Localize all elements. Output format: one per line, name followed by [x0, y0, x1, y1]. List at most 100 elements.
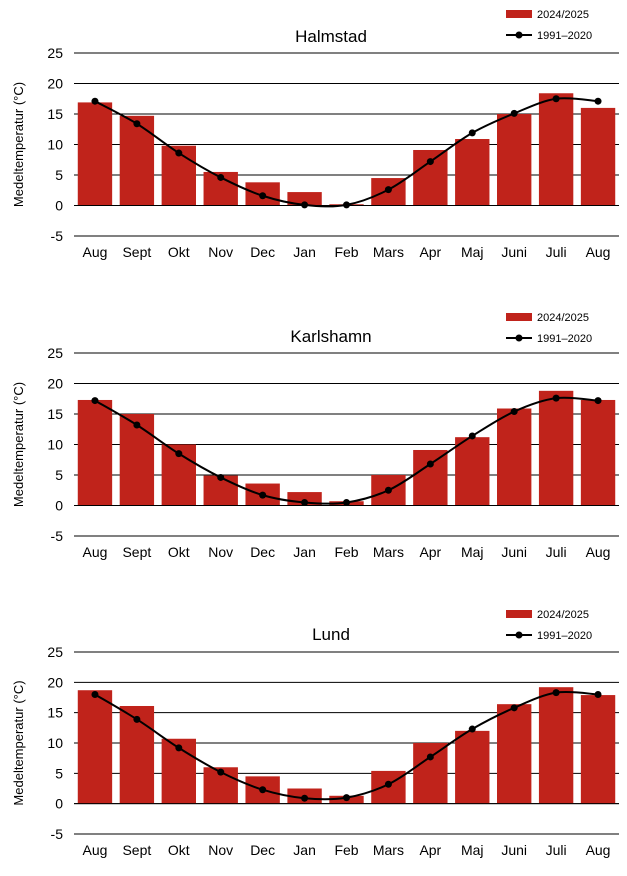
x-tick-label: Juni	[501, 244, 527, 260]
line-point	[343, 794, 350, 802]
line-point	[426, 460, 434, 468]
x-tick-label: Dec	[250, 842, 275, 858]
line-point	[259, 491, 267, 499]
x-tick-label: Sept	[122, 544, 151, 560]
line-point	[594, 97, 602, 105]
bar	[455, 437, 490, 506]
x-tick-label: Aug	[586, 544, 611, 560]
y-tick-label: 5	[55, 467, 63, 483]
line-point	[343, 201, 350, 209]
bar	[538, 687, 574, 804]
line-point	[259, 192, 267, 200]
line-point	[468, 432, 476, 440]
x-tick-label: Jan	[293, 544, 316, 560]
x-tick-label: Maj	[461, 842, 484, 858]
x-tick-label: Apr	[419, 544, 441, 560]
bar	[287, 192, 322, 206]
line-point	[91, 97, 99, 105]
x-tick-label: Juli	[546, 244, 567, 260]
x-tick-label: Maj	[461, 544, 484, 560]
legend-label: 1991–2020	[537, 30, 592, 42]
line-point	[468, 129, 476, 137]
bar	[455, 139, 490, 206]
y-tick-label: 25	[47, 644, 63, 660]
y-tick-label: 0	[55, 198, 63, 214]
line-point	[133, 715, 141, 723]
x-tick-label: Juli	[546, 544, 567, 560]
line-point	[133, 120, 141, 128]
x-tick-label: Okt	[168, 544, 190, 560]
line-point	[175, 744, 183, 752]
y-tick-label: -5	[51, 826, 64, 842]
bar	[497, 114, 532, 206]
line-point	[510, 704, 518, 712]
chart-title: Lund	[312, 625, 350, 644]
line-point	[552, 689, 560, 697]
x-tick-label: Feb	[334, 842, 358, 858]
y-tick-label: 0	[55, 796, 63, 812]
chart-title: Karlshamn	[290, 327, 371, 346]
x-tick-label: Okt	[168, 244, 190, 260]
y-tick-label: 20	[47, 674, 63, 690]
bar	[77, 690, 113, 804]
x-tick-label: Mars	[373, 544, 404, 560]
x-tick-label: Feb	[334, 544, 358, 560]
y-tick-label: 20	[47, 376, 63, 392]
line-point	[594, 397, 602, 405]
y-tick-label: 15	[47, 106, 63, 122]
legend-label: 1991–2020	[537, 630, 592, 642]
legend-line-marker	[515, 334, 523, 342]
line-point	[217, 768, 225, 776]
x-tick-label: Juli	[546, 842, 567, 858]
bar	[119, 414, 155, 506]
y-tick-label: 15	[47, 705, 63, 721]
x-tick-label: Juni	[501, 544, 527, 560]
line-point	[384, 186, 392, 194]
x-tick-label: Aug	[83, 244, 108, 260]
line-point	[91, 690, 99, 698]
x-tick-label: Sept	[122, 244, 151, 260]
line-point	[91, 397, 99, 405]
bar	[538, 93, 574, 206]
line-point	[594, 690, 602, 698]
line-point	[510, 109, 518, 117]
y-tick-label: -5	[51, 528, 64, 544]
x-tick-label: Apr	[419, 842, 441, 858]
legend-label: 1991–2020	[537, 333, 592, 345]
line-point	[217, 173, 225, 181]
legend-bar-swatch	[506, 313, 532, 321]
x-tick-label: Nov	[208, 842, 233, 858]
line-point	[384, 486, 392, 494]
x-tick-label: Mars	[373, 842, 404, 858]
y-axis-label: Medeltemperatur (°C)	[11, 680, 26, 805]
y-axis-label: Medeltemperatur (°C)	[11, 82, 26, 207]
line-point	[301, 201, 309, 209]
x-tick-label: Mars	[373, 244, 404, 260]
y-tick-label: 25	[47, 45, 63, 61]
line-point	[259, 786, 267, 794]
legend-label: 2024/2025	[537, 312, 589, 324]
line-point	[343, 498, 350, 506]
bar	[538, 390, 574, 506]
y-tick-label: 5	[55, 765, 63, 781]
y-tick-label: 25	[47, 345, 63, 361]
x-tick-label: Okt	[168, 842, 190, 858]
x-tick-label: Aug	[586, 842, 611, 858]
bar	[119, 115, 155, 206]
legend-line-marker	[515, 631, 523, 639]
line-point	[552, 95, 560, 103]
line-point	[175, 450, 183, 458]
x-tick-label: Jan	[293, 244, 316, 260]
legend-label: 2024/2025	[537, 609, 589, 621]
bar	[497, 704, 532, 804]
line-point	[510, 408, 518, 416]
y-tick-label: 10	[47, 437, 63, 453]
line-point	[133, 421, 141, 429]
bar	[580, 107, 616, 206]
x-tick-label: Juni	[501, 842, 527, 858]
x-tick-label: Apr	[419, 244, 441, 260]
legend-bar-swatch	[506, 610, 532, 618]
bar	[497, 408, 532, 506]
bar	[580, 695, 616, 804]
x-tick-label: Dec	[250, 244, 275, 260]
